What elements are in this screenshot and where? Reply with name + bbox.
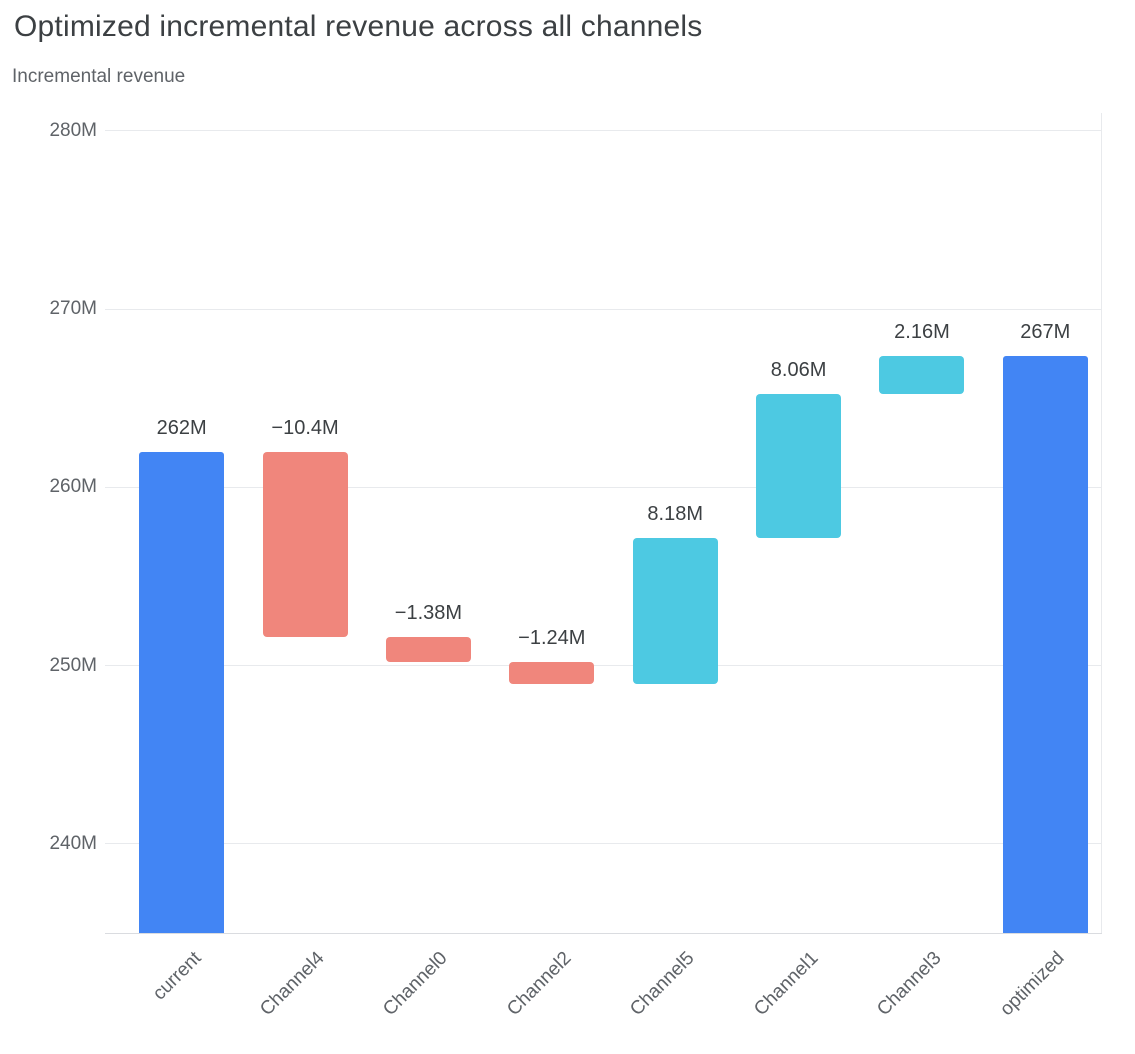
bar-Channel1[interactable] bbox=[756, 394, 842, 538]
plot-right-border bbox=[1101, 113, 1102, 933]
gridline bbox=[105, 665, 1102, 667]
x-axis-label-current: current bbox=[148, 947, 206, 1005]
gridline bbox=[105, 486, 1102, 488]
x-axis-label-Channel5: Channel5 bbox=[626, 947, 699, 1021]
chart-title: Optimized incremental revenue across all… bbox=[14, 10, 703, 43]
value-label-Channel2: −1.24M bbox=[518, 626, 586, 649]
y-tick-label: 270M bbox=[49, 298, 97, 320]
value-label-Channel4: −10.4M bbox=[271, 416, 339, 439]
value-label-optimized: 267M bbox=[1020, 320, 1071, 343]
value-label-current: 262M bbox=[156, 416, 207, 439]
gridline bbox=[105, 843, 1102, 845]
value-label-Channel3: 2.16M bbox=[894, 320, 950, 343]
bar-Channel3[interactable] bbox=[879, 355, 965, 395]
y-tick-label: 250M bbox=[49, 654, 97, 676]
x-axis-label-Channel2: Channel2 bbox=[503, 947, 576, 1021]
gridline bbox=[105, 308, 1102, 310]
value-label-Channel0: −1.38M bbox=[394, 602, 463, 625]
bar-Channel0[interactable] bbox=[385, 637, 471, 662]
bar-Channel4[interactable] bbox=[262, 451, 348, 638]
y-tick-label: 240M bbox=[49, 832, 97, 854]
bar-optimized[interactable] bbox=[1002, 355, 1088, 933]
bar-Channel2[interactable] bbox=[509, 661, 595, 684]
x-axis-label-optimized: optimized bbox=[996, 947, 1069, 1021]
x-axis-label-Channel4: Channel4 bbox=[256, 947, 329, 1021]
x-axis-label-Channel0: Channel0 bbox=[379, 947, 452, 1021]
x-axis-label-Channel3: Channel3 bbox=[873, 947, 946, 1021]
bar-Channel5[interactable] bbox=[632, 537, 718, 684]
x-axis-label-Channel1: Channel1 bbox=[749, 947, 823, 1021]
gridline bbox=[105, 130, 1102, 132]
y-tick-label: 280M bbox=[49, 119, 97, 141]
bar-current[interactable] bbox=[139, 451, 225, 933]
value-label-Channel5: 8.18M bbox=[647, 502, 703, 525]
value-label-Channel1: 8.06M bbox=[770, 359, 827, 382]
x-axis-line bbox=[105, 933, 1102, 934]
y-tick-label: 260M bbox=[49, 476, 97, 498]
chart-subtitle: Incremental revenue bbox=[12, 66, 186, 87]
